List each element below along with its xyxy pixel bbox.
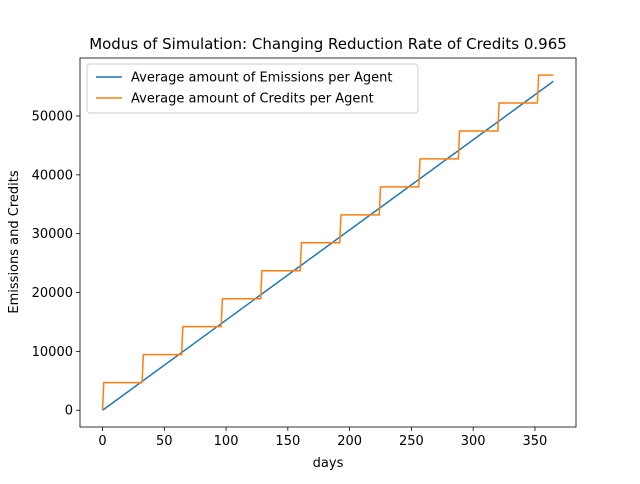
x-tick-label: 100 <box>214 434 239 449</box>
y-tick-label: 10000 <box>32 345 73 360</box>
y-tick-label: 40000 <box>32 168 73 183</box>
chart-title: Modus of Simulation: Changing Reduction … <box>89 35 567 53</box>
legend-label-1: Average amount of Emissions per Agent <box>131 71 392 86</box>
x-tick-label: 150 <box>275 434 300 449</box>
x-tick-label: 300 <box>461 434 486 449</box>
legend-label-2: Average amount of Credits per Agent <box>131 92 374 107</box>
series-line-2 <box>101 74 554 411</box>
y-axis-label: Emissions and Credits <box>7 170 22 313</box>
x-tick-label: 200 <box>337 434 362 449</box>
x-tick-label: 250 <box>399 434 424 449</box>
x-axis-label: days <box>313 456 344 471</box>
y-tick-label: 0 <box>65 404 73 419</box>
y-tick-label: 20000 <box>32 286 73 301</box>
series-line-1 <box>102 80 554 411</box>
legend: Average amount of Emissions per Agent Ave… <box>86 63 419 114</box>
axes-frame <box>79 57 577 428</box>
y-tick-label: 30000 <box>32 227 73 242</box>
y-tick-label: 50000 <box>32 109 73 124</box>
x-tick-label: 50 <box>156 434 173 449</box>
legend-box <box>86 63 419 114</box>
plot-area: 0 50 100 150 200 250 300 350 0 10000 20000 30000 400… <box>32 57 577 449</box>
x-tick-label: 0 <box>98 434 106 449</box>
x-tick-label: 350 <box>523 434 548 449</box>
